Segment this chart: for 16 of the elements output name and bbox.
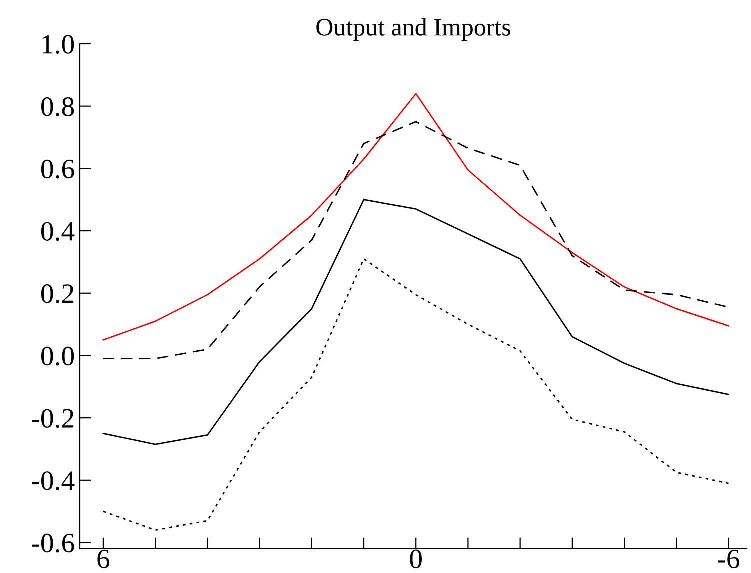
line-series: [102, 93, 730, 341]
line-series: [102, 199, 730, 446]
x-tick-label: 0: [410, 550, 422, 569]
y-tick-label: 0.4: [41, 222, 75, 242]
y-tick-label: -0.6: [32, 534, 74, 553]
y-tick-label: 1.0: [42, 35, 74, 54]
y-tick-label: 0.6: [41, 160, 74, 179]
x-tick-label: 6: [98, 550, 110, 569]
x-tick-label: -6: [718, 550, 740, 569]
y-tick-label: 0.8: [41, 98, 74, 116]
y-tick-label: 0.0: [41, 346, 74, 366]
y-tick-label: -0.2: [32, 409, 74, 428]
chart-title: Output and Imports: [316, 18, 510, 41]
y-tick-label: 0.2: [41, 284, 74, 304]
line-series: [102, 258, 730, 531]
y-tick-label: -0.4: [32, 472, 75, 490]
